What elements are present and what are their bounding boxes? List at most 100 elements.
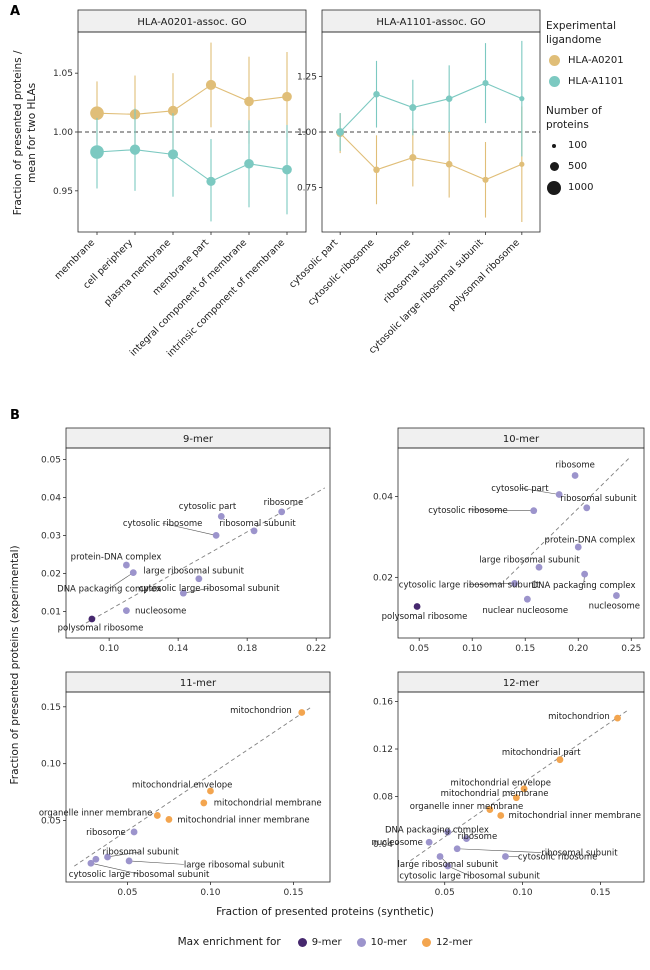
trend-dashed-line [410,709,629,861]
label-leader-line [469,583,515,585]
legend-item-10mer: 10-mer [356,936,408,948]
y-tick-label: 0.05 [41,455,61,465]
point-label: mitochondrion [548,712,610,722]
data-point [556,756,564,764]
data-point [436,853,444,860]
point-label: cytosolic large ribosomal subunit [69,870,210,880]
y-tick-label: 1.00 [297,128,317,138]
data-point [90,145,104,159]
point-label: polysomal ribosome [382,612,468,622]
data-point [613,592,620,599]
label-leader-line [519,487,560,495]
y-tick-label: 0.75 [297,184,317,194]
facet-title: 10-mer [503,434,540,445]
data-point [87,859,95,867]
hla-a1101-swatch-box [546,73,562,89]
data-point [574,543,582,551]
size-500-circle-box [546,159,562,175]
panel-a-label: A [10,4,21,19]
point-label: ribosome [555,461,595,471]
data-point [463,835,470,843]
x-tick-label: 0.14 [168,644,188,654]
data-point [212,532,220,539]
point-label: nucleosome [589,601,640,611]
point-label: DNA packaging complex [532,581,636,591]
panel-a-chart: HLA-A0201-assoc. GO0.951.001.05membranec… [53,9,541,359]
facet-title: 9-mer [183,434,214,445]
data-point [444,828,452,836]
legend-label-hla-a0201: HLA-A0201 [568,54,624,66]
label-leader-line [183,587,210,594]
trend-dashed-line [505,457,630,580]
x-tick-label: 0.22 [306,644,326,654]
facet-title: 11-mer [180,678,217,689]
point-label: protein-DNA complex [71,553,162,563]
point-label: cytosolic ribosome [518,853,598,863]
point-label: large ribosomal subunit [143,566,244,576]
size-1000-circle [547,180,561,195]
point-label: mitochondrial membrane [441,789,549,799]
point-label: ribosomal subunit [541,849,618,859]
y-tick-label: 0.12 [373,745,393,755]
size-legend-title-line2: proteins [546,118,589,131]
panel-a-legend: Experimental ligandome HLA-A0201 HLA-A11… [546,20,650,201]
y-tick-label: 0.16 [373,698,393,708]
data-point [453,845,461,853]
facet-title: HLA-A0201-assoc. GO [137,17,246,28]
mer10-label: 10-mer [370,936,408,948]
data-point [445,95,453,102]
y-tick-label: 0.04 [373,840,393,850]
data-point [520,785,528,793]
data-point [195,575,203,583]
series-line [96,149,288,183]
point-label: mitochondrial inner membrane [177,816,309,826]
data-point [167,149,179,160]
facet-title: HLA-A1101-assoc. GO [376,17,485,28]
data-point [207,787,214,795]
legend-item-9mer: 9-mer [297,937,342,948]
x-tick-label: 0.10 [462,644,482,654]
size-500-circle [549,162,559,172]
data-point [535,563,543,571]
point-label: polysomal ribosome [58,624,144,634]
point-label: mitochondrial membrane [214,799,322,809]
hla-a1101-swatch [548,75,560,87]
data-point [206,176,216,187]
point-label: ribosomal subunit [560,494,637,504]
y-tick-label: 0.02 [373,573,393,583]
data-point [92,855,100,863]
data-point [519,161,525,167]
data-point [486,806,494,813]
hla-a0201-swatch-box [546,52,562,68]
label-leader-line [467,509,534,511]
data-point [165,816,173,823]
size-500-label: 500 [568,161,588,173]
y-tick-label: 1.05 [53,69,73,79]
data-point [278,508,286,516]
point-label: DNA packaging complex [57,585,161,595]
point-label: mitochondrial envelope [132,780,232,790]
panel-b-x-axis-title: Fraction of presented proteins (syntheti… [216,906,434,918]
mer12-swatch [422,937,432,947]
data-point [409,104,417,112]
label-leader-line [457,848,542,853]
max-enrichment-legend-title: Max enrichment for [177,936,281,948]
data-point [373,166,380,174]
data-point [200,799,208,807]
size-legend-title: Number of proteins [546,105,650,132]
color-legend-title: Experimental ligandome [546,20,650,47]
data-point [482,80,489,87]
data-point [129,569,137,577]
x-tick-label: 0.25 [621,644,641,654]
x-tick-label: 0.10 [99,644,119,654]
data-point [512,794,520,802]
point-label: cytosolic large ribosomal subunit [139,584,280,594]
data-point [104,853,111,861]
y-tick-label: 0.01 [41,607,61,617]
y-tick-label: 1.00 [53,128,73,138]
data-point [581,570,589,578]
data-point [244,158,254,169]
x-tick-label: 0.10 [200,888,220,898]
x-tick-label: 0.15 [590,888,610,898]
